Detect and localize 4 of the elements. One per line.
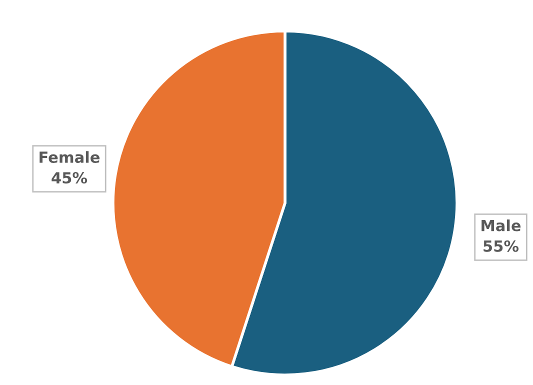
slice-label: Male xyxy=(482,219,521,232)
data-label: 55% xyxy=(484,240,519,252)
data-label: 45% xyxy=(52,172,88,184)
slice-label: Female xyxy=(40,151,100,163)
